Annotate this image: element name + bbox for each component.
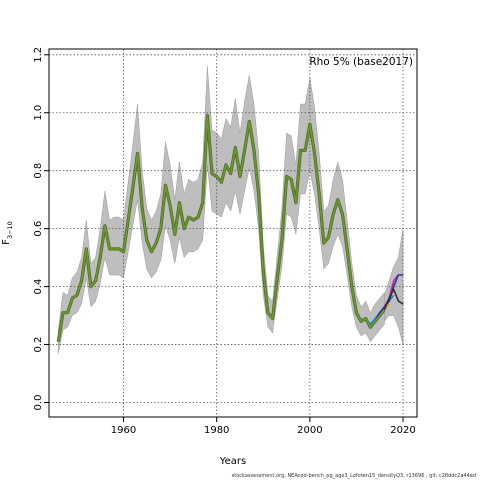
y-axis-label-main: F bbox=[1, 239, 12, 245]
y-tick-label: 0.0 bbox=[33, 395, 44, 411]
series-lines bbox=[56, 113, 404, 342]
x-tick-label: 1960 bbox=[111, 425, 136, 436]
y-tick-label: 0.8 bbox=[33, 163, 44, 179]
x-tick-label: 1980 bbox=[204, 425, 229, 436]
x-tick-label: 2020 bbox=[390, 425, 415, 436]
series-main bbox=[57, 114, 386, 342]
series-peel-6 bbox=[383, 288, 404, 311]
y-axis-label: F3−10 bbox=[1, 221, 14, 245]
y-tick-label: 0.6 bbox=[33, 221, 44, 237]
x-tick-label: 2000 bbox=[297, 425, 322, 436]
y-tick-label: 1.2 bbox=[33, 47, 44, 63]
y-axis-label-subscript: 3−10 bbox=[6, 221, 14, 239]
band-main bbox=[58, 66, 385, 354]
y-axis-ticks: 0.0 0.2 0.4 0.6 0.8 1.0 1.2 bbox=[33, 47, 49, 411]
y-tick-label: 0.2 bbox=[33, 337, 44, 353]
plot-annotation: Rho 5% (base2017) bbox=[309, 56, 413, 68]
footer-caption: stockassessment.org, NEAcod-bench_pg_age… bbox=[231, 473, 476, 479]
x-axis-ticks: 1960 1980 2000 2020 bbox=[111, 417, 416, 436]
y-tick-label: 0.4 bbox=[33, 279, 44, 295]
plot-frame bbox=[48, 48, 418, 418]
y-tick-label: 1.0 bbox=[33, 105, 44, 121]
confidence-band bbox=[58, 66, 404, 354]
x-axis-label: Years bbox=[219, 456, 246, 467]
